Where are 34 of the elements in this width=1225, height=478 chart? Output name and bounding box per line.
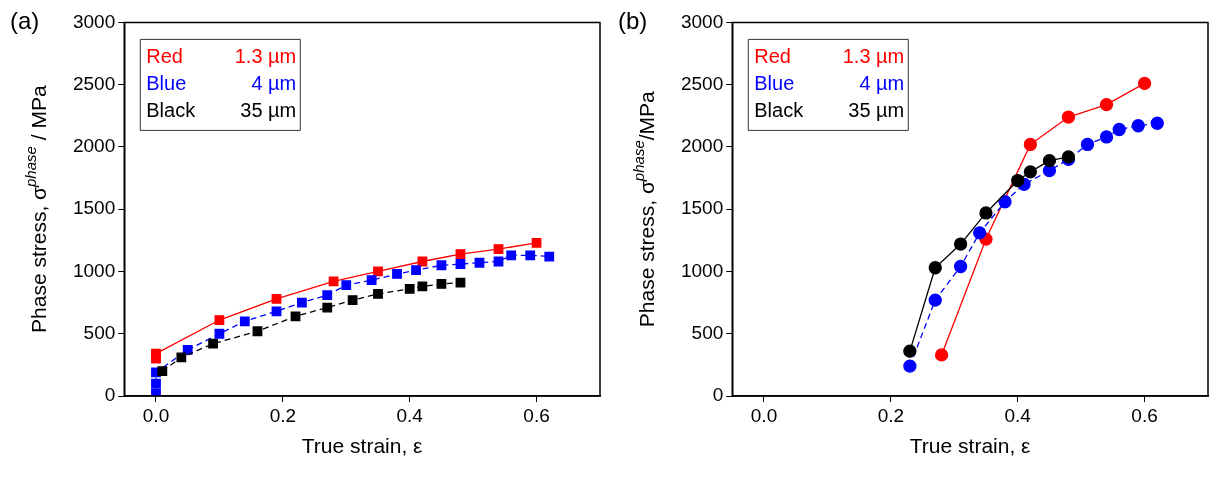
x-tick-label: 0.6 [1131,404,1158,426]
y-axis-title: Phase stress, σphase / MPa [22,85,50,333]
y-tick-label: 0 [712,384,724,406]
y-tick-label: 2500 [680,72,724,94]
text: Red 1.3 µm [146,45,297,68]
x-tick-label: 0.4 [1004,404,1032,426]
text: Red 1.3 µm [754,45,905,68]
x-tick-label: 0.2 [877,404,905,426]
chart-title: (b) [618,6,648,34]
y-tick-label: 500 [691,321,724,343]
y-tick-label: 3000 [680,10,724,32]
x-tick-label: 0.2 [269,404,297,426]
y-tick-label: 2000 [72,135,116,157]
x-tick-label: 0.0 [142,404,170,426]
x-axis-title: True strain, ε [301,434,423,458]
y-tick-label: 500 [83,321,116,343]
y-tick-label: 1000 [680,259,724,281]
y-tick-label: 3000 [72,10,116,32]
y-tick-label: 1500 [72,197,116,219]
x-tick-label: 0.0 [750,404,778,426]
y-tick-label: 2000 [680,135,724,157]
chart-title: (a) [10,6,40,34]
x-tick-label: 0.4 [396,404,424,426]
x-tick-label: 0.6 [523,404,550,426]
y-tick-label: 1500 [680,197,724,219]
y-axis-title: Phase stress, σphase/MPa [630,90,658,328]
y-tick-label: 0 [104,384,116,406]
y-tick-label: 1000 [72,259,116,281]
y-tick-label: 2500 [72,72,116,94]
text: Black 35 µm [146,99,297,122]
text: Blue 4 µm [146,72,297,95]
text: Black 35 µm [754,99,905,122]
text: Blue 4 µm [754,72,905,95]
x-axis-title: True strain, ε [909,434,1031,458]
